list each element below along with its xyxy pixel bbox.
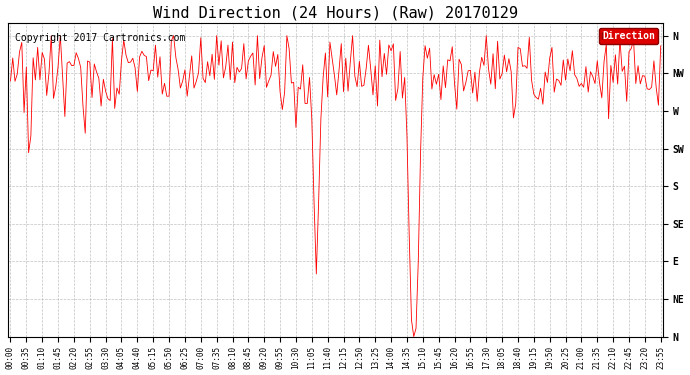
- Title: Wind Direction (24 Hours) (Raw) 20170129: Wind Direction (24 Hours) (Raw) 20170129: [153, 6, 518, 21]
- Legend: Direction: Direction: [600, 28, 658, 44]
- Text: Copyright 2017 Cartronics.com: Copyright 2017 Cartronics.com: [14, 33, 185, 42]
